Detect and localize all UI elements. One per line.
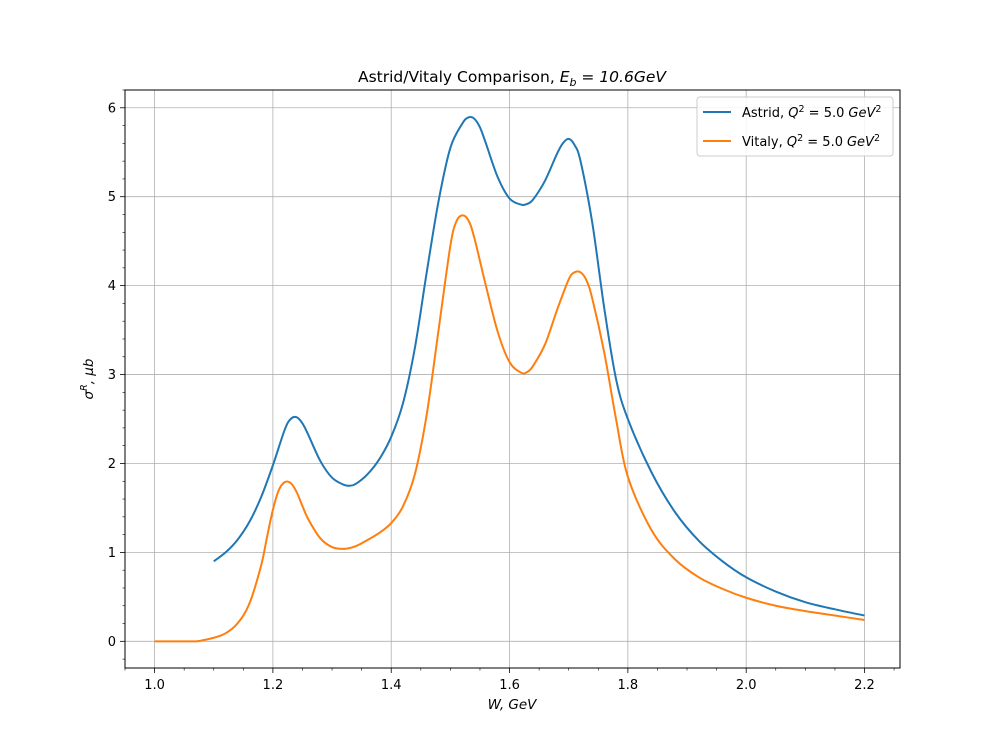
legend-label-astrid: Astrid, Q2 = 5.0 GeV2 (742, 104, 881, 121)
legend: Astrid, Q2 = 5.0 GeV2 Vitaly, Q2 = 5.0 GeV… (696, 96, 894, 157)
y-tick-label: 4 (108, 279, 116, 294)
y-tick-label: 5 (108, 190, 116, 205)
y-tick-label: 2 (108, 457, 116, 472)
series-line-astrid (213, 116, 865, 617)
x-axis-label: W, GeV (488, 697, 539, 713)
chart-title: Astrid/Vitaly Comparison, Eb = 10.6GeV (358, 68, 667, 89)
legend-box (696, 96, 894, 157)
x-tick-label: 1.4 (381, 678, 402, 693)
y-tick-label: 6 (108, 101, 116, 116)
x-tick-label: 2.0 (736, 678, 757, 693)
x-tick-label: 1.8 (618, 678, 639, 693)
data-series (154, 116, 865, 643)
y-tick-label: 3 (108, 368, 116, 383)
series-line-vitaly (154, 214, 865, 643)
y-tick-label: 0 (108, 635, 116, 650)
x-tick-label: 2.2 (854, 678, 875, 693)
y-axis-label: σR, μb (79, 359, 97, 400)
x-tick-label: 1.0 (144, 678, 165, 693)
x-tick-label: 1.2 (263, 678, 284, 693)
x-tick-label: 1.6 (499, 678, 520, 693)
y-tick-label: 1 (108, 546, 116, 561)
legend-label-vitaly: Vitaly, Q2 = 5.0 GeV2 (742, 133, 880, 150)
axis-ticks: 1.0 1.2 1.4 1.6 1.8 2.0 2.2 0 1 2 3 4 5 6 (108, 89, 895, 693)
plot-frame (124, 89, 901, 669)
grid-lines (125, 90, 900, 668)
